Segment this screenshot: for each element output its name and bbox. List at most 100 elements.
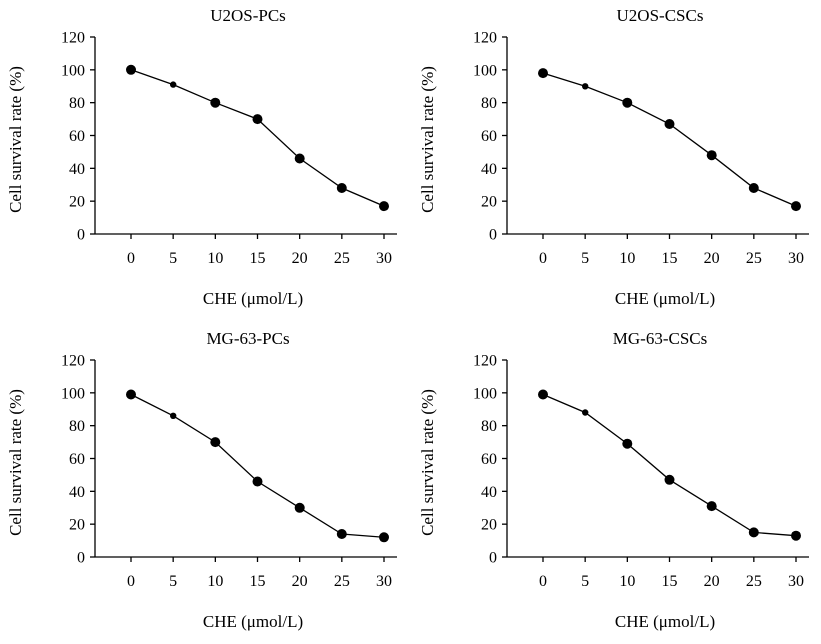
chart-1-point bbox=[379, 201, 389, 212]
chart-2-y-tick-label: 20 bbox=[481, 194, 497, 211]
chart-4-y-tick-label: 20 bbox=[481, 517, 497, 534]
chart-4-y-tick-label: 60 bbox=[481, 451, 497, 468]
chart-2-point bbox=[582, 83, 589, 90]
chart-4-x-tick-label: 30 bbox=[788, 573, 804, 590]
chart-3-point bbox=[336, 529, 347, 539]
chart-4-y-tick-label: 120 bbox=[473, 353, 497, 370]
chart-2-y-tick-label: 40 bbox=[481, 161, 497, 178]
chart-4-x-tick-label: 20 bbox=[704, 573, 720, 590]
chart-2-x-tick-label: 5 bbox=[581, 250, 589, 267]
chart-1-x-tick-label: 5 bbox=[169, 250, 177, 267]
chart-4-y-axis-label: Cell survival rate (%) bbox=[418, 389, 437, 536]
chart-1-y-tick-label: 0 bbox=[77, 227, 85, 244]
chart-3-x-axis-label: CHE (μmol/L) bbox=[203, 612, 303, 631]
chart-3-y-tick-label: 20 bbox=[69, 517, 85, 534]
chart-2-x-tick-label: 30 bbox=[788, 250, 804, 267]
chart-4-point bbox=[538, 389, 548, 400]
chart-3-point bbox=[210, 437, 221, 448]
chart-2-y-tick-label: 120 bbox=[473, 30, 497, 47]
chart-2-y-tick-label: 60 bbox=[481, 128, 497, 145]
chart-2-x-tick-label: 0 bbox=[539, 250, 547, 267]
chart-1-y-tick-label: 20 bbox=[69, 194, 85, 211]
chart-1-x-tick-label: 30 bbox=[376, 250, 392, 267]
chart-1-point bbox=[170, 81, 177, 88]
chart-1-title: U2OS-PCs bbox=[210, 6, 286, 25]
chart-2-x-tick-label: 15 bbox=[662, 250, 678, 267]
chart-4-y-tick-label: 80 bbox=[481, 418, 497, 435]
chart-2-x-tick-label: 25 bbox=[746, 250, 762, 267]
chart-2-point bbox=[664, 119, 675, 129]
chart-3-y-axis-label: Cell survival rate (%) bbox=[6, 389, 25, 536]
chart-4-point bbox=[622, 438, 633, 449]
chart-1-x-tick-label: 0 bbox=[127, 250, 135, 267]
chart-2-y-tick-label: 80 bbox=[481, 95, 497, 112]
chart-1-point bbox=[252, 114, 263, 125]
chart-3-y-tick-label: 120 bbox=[61, 353, 85, 370]
chart-1-x-axis-label: CHE (μmol/L) bbox=[203, 289, 303, 308]
chart-1-y-axis-label: Cell survival rate (%) bbox=[6, 66, 25, 213]
chart-4-point bbox=[582, 409, 589, 416]
chart-1-x-tick-label: 25 bbox=[334, 250, 350, 267]
chart-1-y-tick-label: 60 bbox=[69, 128, 85, 145]
chart-1-y-tick-label: 120 bbox=[61, 30, 85, 47]
chart-4-x-tick-label: 5 bbox=[581, 573, 589, 590]
chart-4-x-tick-label: 0 bbox=[539, 573, 547, 590]
chart-2-point bbox=[748, 183, 759, 193]
chart-1-y-tick-label: 100 bbox=[61, 62, 85, 79]
chart-3-series-line bbox=[130, 393, 385, 538]
chart-1-x-tick-label: 20 bbox=[292, 250, 308, 267]
chart-3-point bbox=[126, 389, 136, 400]
chart-4-x-tick-label: 10 bbox=[619, 573, 635, 590]
chart-3-point bbox=[252, 476, 263, 487]
chart-1-point bbox=[336, 183, 347, 193]
chart-4: MG-63-CSCs 0 20 40 60 80 100 120 0 5 10 15 20 25 30 CHE… bbox=[418, 329, 809, 631]
chart-2-point bbox=[706, 150, 717, 161]
chart-4-title: MG-63-CSCs bbox=[613, 329, 707, 348]
chart-2-y-tick-label: 100 bbox=[473, 62, 497, 79]
chart-4-y-tick-label: 40 bbox=[481, 484, 497, 501]
chart-3-y-tick-label: 0 bbox=[77, 550, 85, 567]
chart-4-y-tick-label: 0 bbox=[489, 550, 497, 567]
chart-3-x-tick-label: 30 bbox=[376, 573, 392, 590]
chart-3-x-tick-label: 25 bbox=[334, 573, 350, 590]
chart-4-x-tick-label: 15 bbox=[662, 573, 678, 590]
chart-3-x-tick-label: 20 bbox=[292, 573, 308, 590]
chart-1-point bbox=[210, 97, 221, 108]
chart-1-x-tick-label: 15 bbox=[250, 250, 266, 267]
chart-4-series-line bbox=[542, 393, 797, 537]
chart-4-y-tick-label: 100 bbox=[473, 385, 497, 402]
chart-2-point bbox=[538, 68, 548, 79]
chart-3-x-tick-label: 5 bbox=[169, 573, 177, 590]
chart-3-title: MG-63-PCs bbox=[206, 329, 289, 348]
chart-3-point bbox=[379, 532, 389, 543]
chart-1-y-tick-label: 80 bbox=[69, 95, 85, 112]
chart-2-x-axis-label: CHE (μmol/L) bbox=[615, 289, 715, 308]
chart-2-y-axis-label: Cell survival rate (%) bbox=[418, 66, 437, 213]
chart-2-point bbox=[791, 201, 801, 212]
chart-2-point bbox=[622, 97, 633, 108]
chart-3-x-tick-label: 0 bbox=[127, 573, 135, 590]
chart-3-y-tick-label: 60 bbox=[69, 451, 85, 468]
chart-3-y-tick-label: 40 bbox=[69, 484, 85, 501]
chart-4-point bbox=[664, 474, 675, 485]
chart-3-x-tick-label: 15 bbox=[250, 573, 266, 590]
chart-1: U2OS-PCs 0 20 40 60 80 100 120 0 5 10 15 20 25 30 CHE (… bbox=[6, 6, 397, 308]
chart-2-y-tick-label: 0 bbox=[489, 227, 497, 244]
chart-3-y-tick-label: 100 bbox=[61, 385, 85, 402]
chart-3-y-tick-label: 80 bbox=[69, 418, 85, 435]
chart-2-x-tick-label: 20 bbox=[704, 250, 720, 267]
chart-3-x-tick-label: 10 bbox=[207, 573, 223, 590]
chart-1-x-tick-label: 10 bbox=[207, 250, 223, 267]
chart-4-x-axis-label: CHE (μmol/L) bbox=[615, 612, 715, 631]
chart-4-point bbox=[706, 501, 717, 512]
chart-4-point bbox=[791, 530, 801, 541]
chart-3: MG-63-PCs 0 20 40 60 80 100 120 0 5 10 15 20 25 30 CHE … bbox=[6, 329, 397, 631]
chart-2-x-tick-label: 10 bbox=[619, 250, 635, 267]
chart-1-point bbox=[126, 64, 136, 75]
chart-4-x-tick-label: 25 bbox=[746, 573, 762, 590]
chart-3-point bbox=[170, 412, 177, 419]
chart-1-y-tick-label: 40 bbox=[69, 161, 85, 178]
chart-2-title: U2OS-CSCs bbox=[617, 6, 704, 25]
chart-4-point bbox=[748, 527, 759, 538]
